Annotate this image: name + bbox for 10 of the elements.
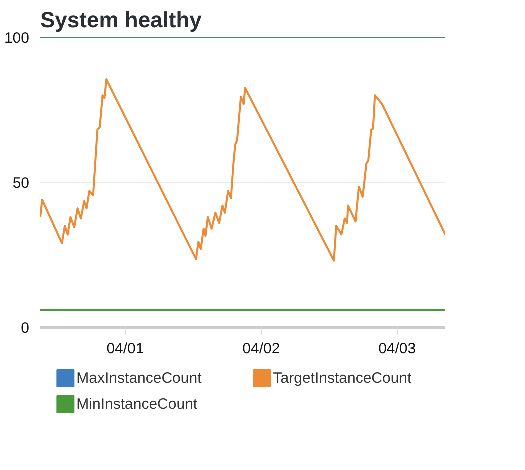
y-tick-label: 100	[4, 30, 30, 47]
y-tick-label: 50	[12, 175, 30, 192]
legend-label: TargetInstanceCount	[273, 370, 413, 387]
y-tick-label: 0	[21, 320, 30, 337]
x-tick-label: 04/02	[242, 340, 280, 358]
chart-title: System healthy	[40, 8, 203, 32]
x-tick-label: 04/03	[378, 340, 416, 358]
x-tick-label: 04/01	[106, 340, 144, 358]
legend-label: MinInstanceCount	[76, 396, 198, 413]
legend-label: MaxInstanceCount	[76, 370, 203, 387]
